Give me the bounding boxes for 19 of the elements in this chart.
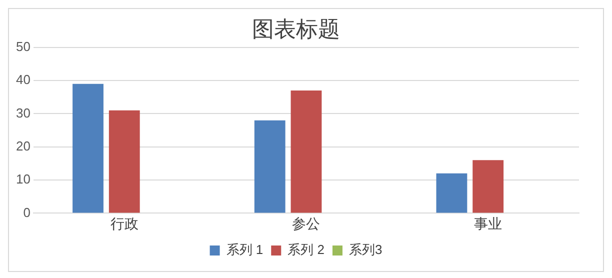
x-tick-label: 行政 bbox=[110, 215, 138, 232]
x-tick-label: 事业 bbox=[474, 215, 502, 232]
legend-label: 系列 2 bbox=[288, 242, 324, 258]
y-tick-label: 40 bbox=[16, 72, 30, 88]
bar bbox=[436, 173, 468, 213]
x-tick-label: 参公 bbox=[292, 215, 320, 232]
y-tick-label: 20 bbox=[16, 138, 30, 154]
y-tick-label: 10 bbox=[16, 172, 30, 187]
y-tick-label: 50 bbox=[16, 38, 30, 54]
bar bbox=[472, 160, 504, 213]
legend-label: 系列 1 bbox=[226, 242, 264, 258]
legend-label: 系列3 bbox=[348, 242, 382, 258]
bar bbox=[108, 110, 140, 213]
y-tick-label: 30 bbox=[16, 105, 30, 120]
bar bbox=[72, 84, 104, 213]
bar bbox=[254, 120, 286, 213]
chart-title: 图表标题 bbox=[252, 16, 340, 42]
bar bbox=[290, 90, 322, 213]
y-tick-label: 0 bbox=[23, 204, 30, 220]
